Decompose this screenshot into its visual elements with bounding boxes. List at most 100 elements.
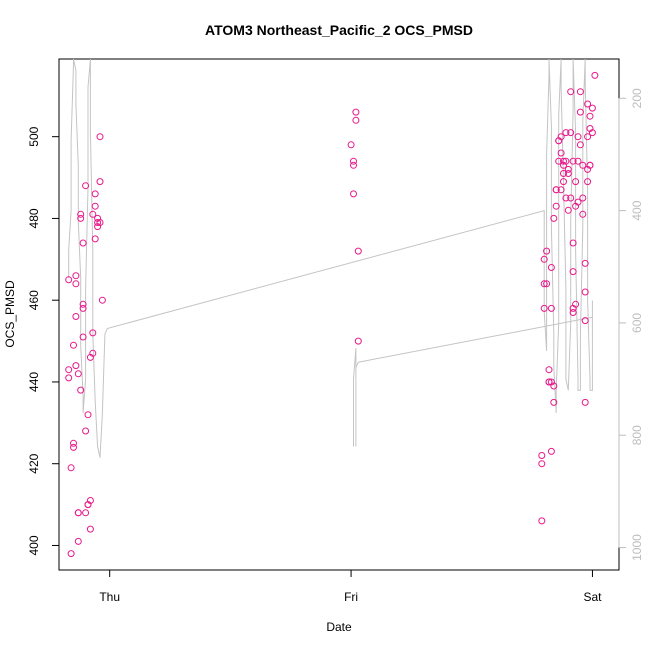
data-point	[543, 280, 551, 288]
data-point	[74, 537, 82, 545]
x-tick-label: Fri	[344, 590, 358, 604]
data-point	[567, 194, 575, 202]
data-point	[67, 550, 75, 558]
data-point	[79, 333, 87, 341]
x-axis-label: Date	[326, 620, 352, 634]
data-point	[72, 313, 80, 320]
data-point	[584, 133, 592, 141]
data-point	[70, 443, 77, 451]
x-axis: Thu Fri Sat	[99, 569, 602, 604]
secondary-y-tick-label: 800	[630, 425, 644, 445]
secondary-y-tick-label: 600	[630, 313, 644, 333]
data-point	[579, 161, 587, 169]
data-point	[540, 255, 548, 263]
data-point	[584, 100, 592, 108]
data-point	[576, 141, 584, 149]
data-point	[540, 280, 548, 288]
data-point	[74, 370, 82, 378]
secondary-y-axis: 200 400 600 800 1000	[618, 88, 644, 561]
data-point	[352, 116, 360, 124]
data-point	[91, 235, 99, 243]
data-point	[574, 157, 582, 165]
data-point	[560, 170, 567, 177]
data-point	[588, 129, 596, 137]
data-point	[569, 268, 577, 276]
data-point	[557, 133, 565, 141]
data-point	[65, 374, 73, 382]
profile-lines	[68, 58, 593, 458]
data-point	[569, 309, 577, 316]
data-point	[586, 112, 594, 120]
data-point	[91, 190, 99, 198]
y-tick-label: 460	[27, 290, 41, 310]
data-point	[86, 497, 94, 504]
y-tick-label: 400	[27, 535, 41, 555]
data-point	[562, 129, 570, 137]
data-point	[538, 517, 546, 525]
data-point	[564, 170, 572, 177]
data-point	[540, 304, 548, 312]
data-point	[564, 165, 572, 173]
data-point	[557, 186, 565, 194]
data-point	[543, 247, 551, 255]
data-point	[98, 296, 106, 304]
data-point	[89, 349, 97, 357]
data-point	[557, 149, 565, 157]
data-point	[350, 161, 357, 169]
data-point	[538, 460, 546, 468]
data-point	[96, 133, 104, 141]
profile-line-2	[353, 316, 593, 447]
y-tick-label: 480	[27, 208, 41, 228]
data-point	[588, 104, 596, 112]
x-tick-label: Thu	[99, 590, 120, 604]
secondary-y-tick-label: 200	[630, 88, 644, 108]
data-point	[579, 210, 587, 218]
data-point	[86, 525, 94, 533]
secondary-y-tick-label: 400	[630, 200, 644, 220]
y-tick-label: 500	[27, 126, 41, 146]
data-point	[65, 366, 73, 374]
data-point	[569, 157, 577, 165]
data-point	[354, 337, 362, 345]
data-point	[579, 194, 587, 202]
data-point	[567, 129, 575, 137]
data-point	[576, 88, 584, 96]
data-point	[550, 382, 558, 390]
data-point	[581, 259, 589, 267]
data-point	[552, 186, 560, 194]
y-axis: 400 420 440 460 480 500	[27, 126, 60, 555]
data-point	[560, 178, 567, 186]
data-point	[581, 317, 589, 325]
y-tick-label: 440	[27, 372, 41, 392]
data-point	[77, 386, 85, 394]
data-point	[70, 439, 77, 447]
data-point	[65, 276, 73, 284]
secondary-y-tick-label: 1000	[630, 534, 644, 561]
data-point	[350, 190, 357, 198]
data-point	[347, 141, 355, 149]
data-point	[584, 178, 592, 186]
data-point	[96, 178, 104, 186]
data-point	[89, 329, 97, 337]
data-point	[560, 157, 567, 165]
data-point	[574, 198, 582, 206]
data-point	[550, 398, 558, 406]
plot-frame	[58, 58, 620, 571]
data-point	[79, 239, 87, 247]
data-point	[581, 398, 589, 406]
data-point	[74, 509, 82, 517]
data-point	[545, 378, 553, 386]
data-point	[550, 214, 558, 222]
data-point	[91, 202, 99, 210]
data-point	[547, 447, 555, 455]
data-point	[569, 239, 577, 247]
x-tick-label: Sat	[583, 590, 602, 604]
data-point	[82, 182, 90, 190]
data-point	[574, 133, 582, 141]
data-point	[84, 411, 92, 419]
data-point	[564, 206, 572, 214]
data-point	[77, 214, 85, 222]
data-point	[576, 108, 584, 116]
profile-line	[68, 58, 593, 458]
